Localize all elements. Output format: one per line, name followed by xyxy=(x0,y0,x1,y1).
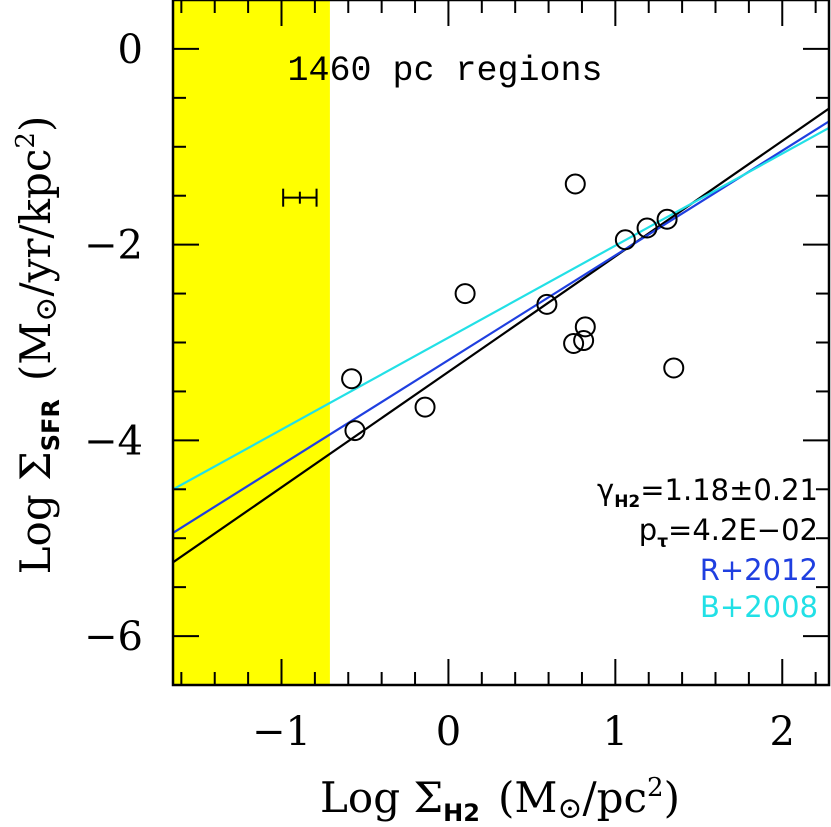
data-point-8 xyxy=(573,330,595,352)
p-symbol: p xyxy=(639,513,657,547)
x-tick-label: 0 xyxy=(436,709,461,755)
tick-labels: −1 0 1 2 0 −2 −4 −6 xyxy=(84,27,795,755)
p-value: =4.2E−02 xyxy=(668,513,818,547)
axis-ticks xyxy=(173,0,829,686)
legend-r2012: R+2012 xyxy=(700,553,818,587)
x-tick-label: 2 xyxy=(770,709,795,755)
chart-title: 1460 pc regions xyxy=(287,51,602,91)
legend-b2008: B+2008 xyxy=(700,590,818,624)
y-tick-label: 0 xyxy=(118,27,143,73)
y-tick-label: −4 xyxy=(84,418,143,464)
gamma-subscript: H2 xyxy=(614,492,640,512)
data-point-5 xyxy=(536,293,558,315)
data-point-4 xyxy=(454,283,476,305)
data-point-2 xyxy=(344,420,366,442)
data-point-10 xyxy=(614,229,636,251)
gamma-annotation: γH2=1.18±0.21 xyxy=(597,473,818,512)
data-point-9 xyxy=(574,316,596,338)
y-tick-label: −6 xyxy=(84,614,143,660)
sun-symbol-x: ⊙ xyxy=(557,791,582,826)
data-point-12 xyxy=(656,208,678,230)
gamma-symbol: γ xyxy=(597,473,614,507)
y-axis-label: Log ΣSFR(M⊙/yr/kpc2) xyxy=(11,116,65,575)
data-points xyxy=(341,173,685,442)
fit-line-b2008 xyxy=(173,126,829,491)
plot-frame xyxy=(171,0,831,687)
x-tick-label: 1 xyxy=(603,709,628,755)
gamma-value: =1.18±0.21 xyxy=(640,473,818,507)
x-tick-label: −1 xyxy=(252,709,311,755)
x-axis-label: Log ΣH2 (M⊙/pc2) xyxy=(320,773,680,827)
data-point-1 xyxy=(341,368,363,390)
data-point-3 xyxy=(414,396,436,418)
p-subscript: τ xyxy=(657,532,668,552)
error-bar-sample xyxy=(282,188,318,207)
fit-line-black xyxy=(173,107,829,564)
p-annotation: pτ=4.2E−02 xyxy=(639,513,818,552)
data-point-6 xyxy=(563,332,585,354)
excluded-region-shade xyxy=(173,0,330,685)
data-point-13 xyxy=(663,357,685,379)
data-point-11 xyxy=(636,217,658,239)
sun-symbol-y: ⊙ xyxy=(29,297,64,322)
fit-line-r2012 xyxy=(173,120,829,534)
y-tick-label: −2 xyxy=(84,223,143,269)
data-point-7 xyxy=(564,173,586,195)
